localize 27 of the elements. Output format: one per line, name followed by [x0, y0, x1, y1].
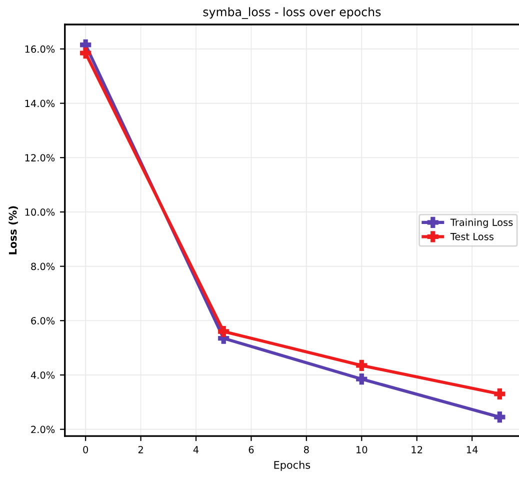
x-tick-label: 4 [193, 446, 199, 454]
x-tick-label: 6 [248, 446, 254, 454]
y-tick-label: 8.0% [31, 262, 55, 270]
x-tick-label: 8 [304, 446, 309, 454]
point [494, 412, 506, 423]
y-tick-label: 6.0% [31, 317, 55, 324]
point [80, 47, 92, 59]
x-tick-label: 10 [356, 446, 368, 454]
point [494, 388, 506, 400]
y-tick-label: 2.0% [31, 426, 55, 434]
x-tick-label: 0 [83, 446, 88, 454]
x-tick-label: 14 [466, 446, 478, 454]
point [356, 360, 368, 372]
legend-label: Test Loss [450, 233, 494, 240]
point [218, 326, 230, 338]
chart-title: symba_loss - loss over epochs [203, 7, 381, 19]
x-tick-label: 12 [412, 446, 422, 454]
y-tick-label: 10.0% [25, 208, 55, 216]
y-tick-label: 12.0% [25, 154, 55, 162]
y-tick-label: 16.0% [25, 45, 55, 53]
legend-label: Training Loss [450, 218, 513, 228]
y-tick-label: 14.0% [25, 100, 55, 108]
x-axis-title: Epochs [274, 460, 310, 471]
point [356, 373, 368, 385]
y-tick-label: 4.0% [30, 371, 55, 379]
x-tick-label: 2 [138, 446, 143, 454]
y-axis-title: Loss (%) [8, 206, 18, 254]
